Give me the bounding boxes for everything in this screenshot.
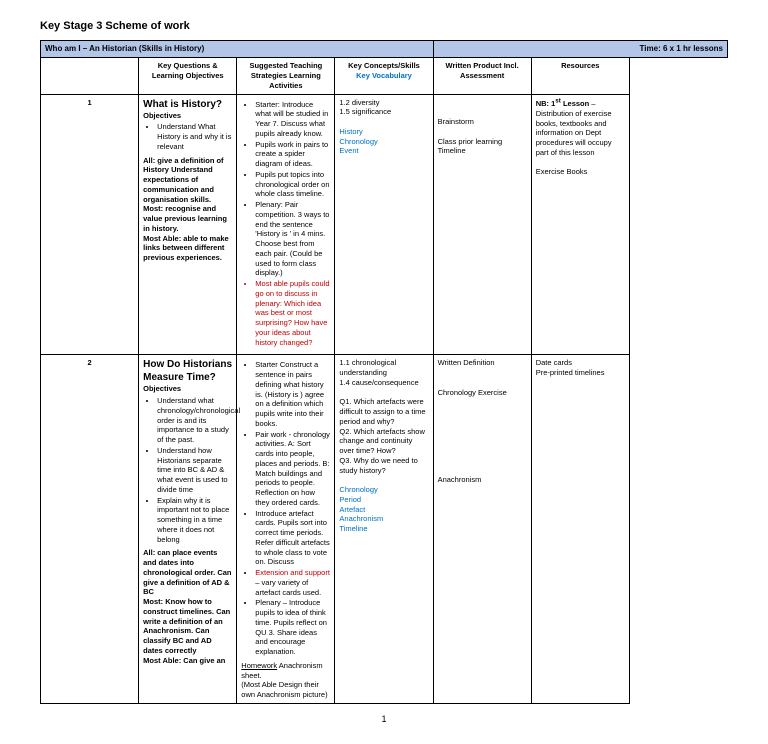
cell-product: Written Definition Chronology Exercise A… (433, 355, 531, 704)
cell-resources: NB: 1st Lesson – Distribution of exercis… (531, 94, 629, 355)
cell-strategies: Starter: Introduce what will be studied … (237, 94, 335, 355)
row-number: 1 (41, 94, 139, 355)
col-concepts: Key Concepts/SkillsKey Vocabulary (335, 58, 433, 94)
cell-objectives: What is History? Objectives Understand W… (139, 94, 237, 355)
page-title: Key Stage 3 Scheme of work (40, 20, 728, 32)
table-row: 1 What is History? Objectives Understand… (41, 94, 728, 355)
col-num (41, 58, 139, 94)
lesson-title: How Do Historians Measure Time? (143, 358, 232, 384)
cell-product: Brainstorm Class prior learning Timeline (433, 94, 531, 355)
col-resources: Resources (531, 58, 629, 94)
unit-time: Time: 6 x 1 hr lessons (433, 41, 727, 58)
cell-objectives: How Do Historians Measure Time? Objectiv… (139, 355, 237, 704)
column-header-row: Key Questions & Learning Objectives Sugg… (41, 58, 728, 94)
cell-resources: Date cards Pre-printed timelines (531, 355, 629, 704)
cell-strategies: Starter Construct a sentence in pairs de… (237, 355, 335, 704)
unit-title: Who am I – An Historian (Skills in Histo… (41, 41, 434, 58)
table-row: 2 How Do Historians Measure Time? Object… (41, 355, 728, 704)
col-strategies: Suggested Teaching Strategies Learning A… (237, 58, 335, 94)
cell-concepts: 1.1 chronological understanding 1.4 caus… (335, 355, 433, 704)
unit-header-row: Who am I – An Historian (Skills in Histo… (41, 41, 728, 58)
row-number: 2 (41, 355, 139, 704)
col-product: Written Product Incl. Assessment (433, 58, 531, 94)
scheme-table: Who am I – An Historian (Skills in Histo… (40, 40, 728, 704)
page-number: 1 (40, 714, 728, 724)
lesson-title: What is History? (143, 98, 232, 111)
cell-concepts: 1.2 diversity 1.5 significance History C… (335, 94, 433, 355)
col-objectives: Key Questions & Learning Objectives (139, 58, 237, 94)
